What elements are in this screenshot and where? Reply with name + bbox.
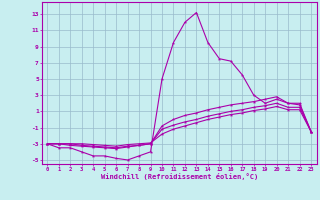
X-axis label: Windchill (Refroidissement éolien,°C): Windchill (Refroidissement éolien,°C): [100, 173, 258, 180]
